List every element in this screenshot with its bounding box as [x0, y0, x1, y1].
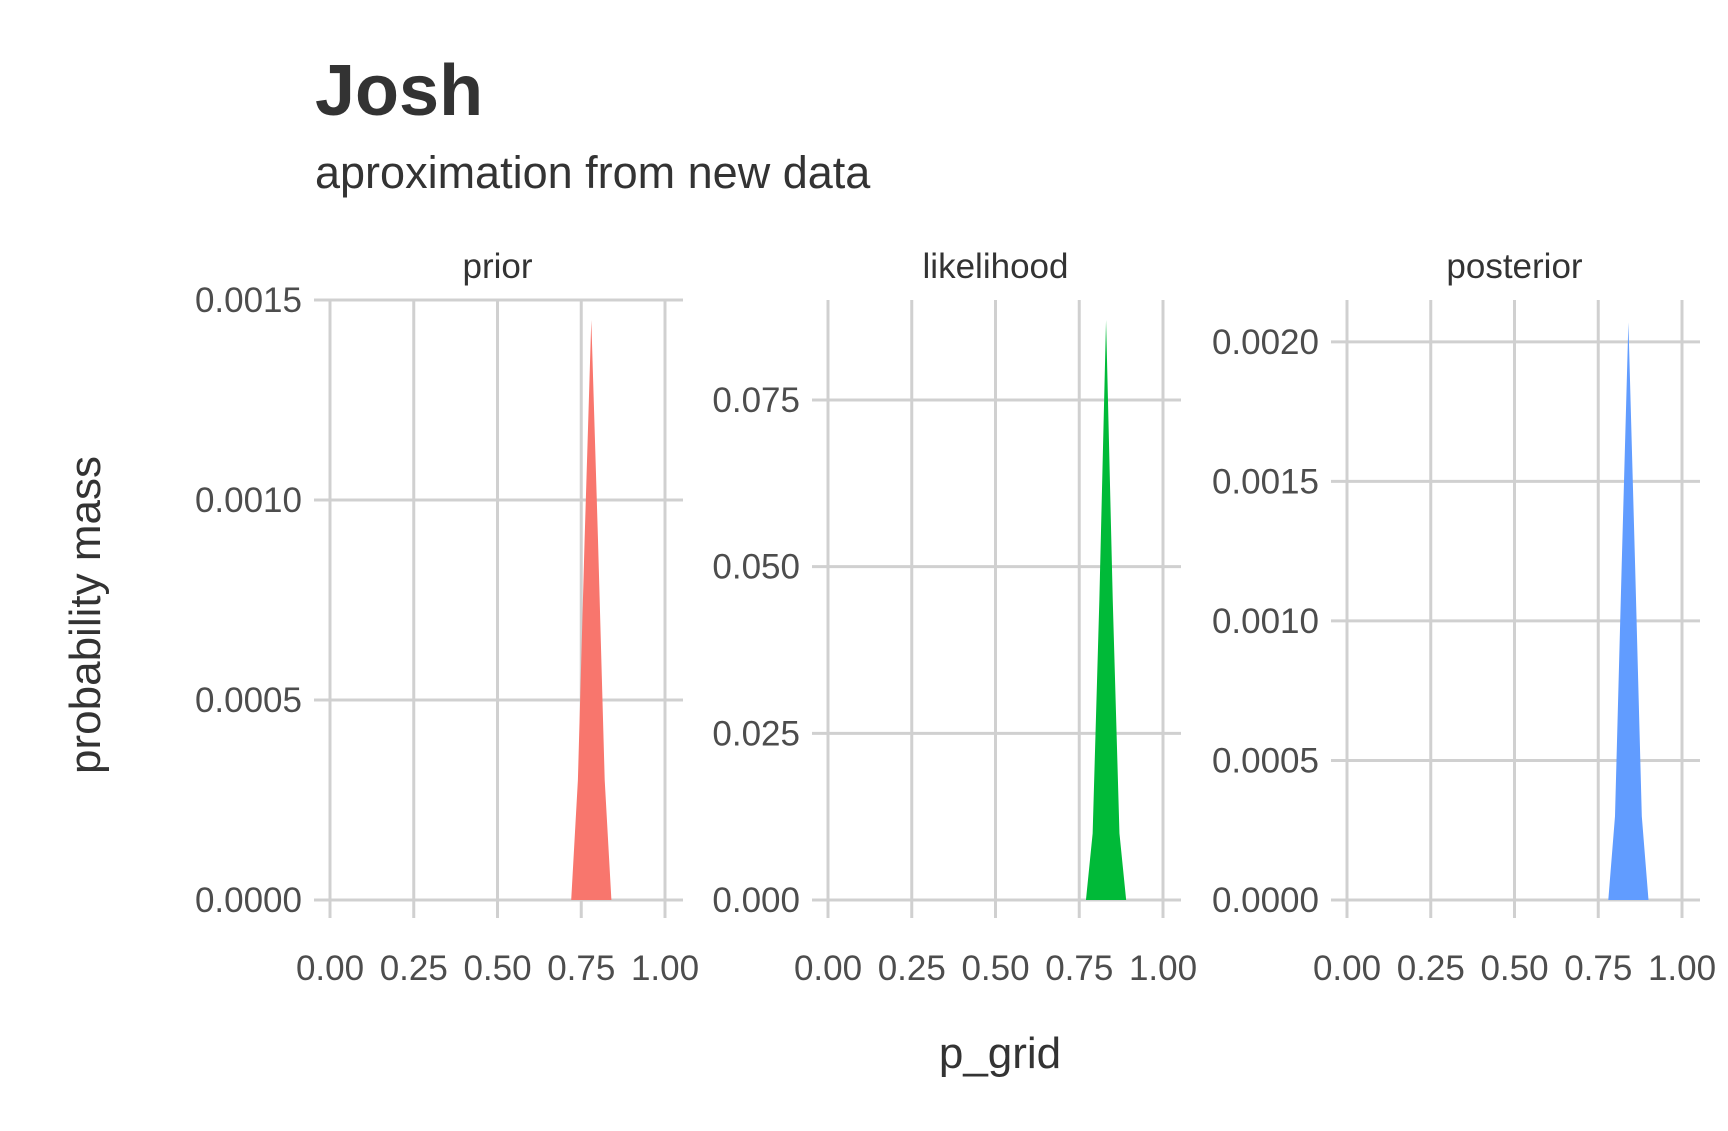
y-tick-label: 0.000	[712, 881, 800, 920]
x-tick-label: 1.00	[1648, 949, 1716, 988]
y-tick-label: 0.050	[712, 548, 800, 587]
y-tick-label: 0.0000	[1212, 881, 1319, 920]
x-axis-title: p_grid	[939, 1029, 1061, 1078]
x-tick-label: 0.75	[1564, 949, 1632, 988]
x-tick-label: 0.25	[380, 949, 448, 988]
y-tick-label: 0.0020	[1212, 323, 1319, 362]
facet-label-posterior: posterior	[1446, 247, 1583, 286]
x-tick-label: 0.75	[547, 949, 615, 988]
y-tick-label: 0.0015	[1212, 462, 1319, 501]
density-area-prior	[564, 320, 625, 900]
x-tick-label: 0.00	[1313, 949, 1381, 988]
y-tick-label: 0.025	[712, 714, 800, 753]
x-tick-label: 0.25	[878, 949, 946, 988]
facet-label-likelihood: likelihood	[923, 247, 1069, 286]
x-tick-label: 0.00	[296, 949, 364, 988]
y-tick-label: 0.0010	[1212, 602, 1319, 641]
density-area-likelihood	[1079, 320, 1140, 900]
panel-prior: prior 0.00 0.25 0.50 0.75 1.00 0.0000 0.0005 0.0…	[195, 247, 699, 988]
panel-posterior: posterior 0.00 0.25 0.50 0.75 1.00 0.0000 0.000…	[1212, 247, 1716, 988]
x-tick-label: 0.50	[961, 949, 1029, 988]
panel-likelihood: likelihood 0.00 0.25 0.50 0.75 1.00 0.000 0.025…	[712, 247, 1197, 988]
y-tick-label: 0.0010	[195, 481, 302, 520]
chart-title: Josh	[315, 51, 483, 131]
density-area-posterior	[1601, 322, 1662, 901]
facet-label-prior: prior	[462, 247, 532, 286]
x-tick-label: 0.00	[794, 949, 862, 988]
y-tick-label: 0.0005	[1212, 741, 1319, 780]
panels: prior 0.00 0.25 0.50 0.75 1.00 0.0000 0.0005 0.0…	[195, 247, 1716, 988]
x-tick-label: 0.50	[463, 949, 531, 988]
y-axis-title: probability mass	[61, 456, 110, 774]
y-tick-label: 0.0005	[195, 681, 302, 720]
chart-subtitle: aproximation from new data	[315, 147, 871, 198]
x-tick-label: 1.00	[631, 949, 699, 988]
x-tick-label: 0.75	[1045, 949, 1113, 988]
x-tick-label: 0.50	[1480, 949, 1548, 988]
x-tick-label: 1.00	[1129, 949, 1197, 988]
y-tick-label: 0.075	[712, 381, 800, 420]
x-tick-label: 0.25	[1397, 949, 1465, 988]
y-tick-label: 0.0015	[195, 281, 302, 320]
y-tick-label: 0.0000	[195, 881, 302, 920]
